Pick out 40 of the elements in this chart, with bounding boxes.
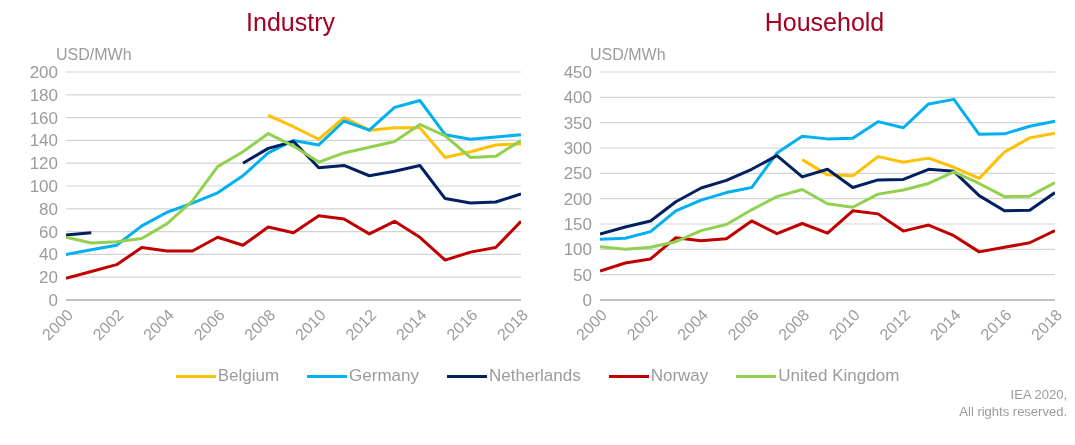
line-series (800, 131, 1055, 180)
y-tick-label: 160 (29, 108, 58, 128)
y-tick-label: 200 (563, 189, 592, 209)
y-tick-label: 20 (39, 268, 58, 288)
y-tick-label: 100 (29, 177, 58, 197)
y-tick-label: 140 (29, 131, 58, 151)
y-tick-label: 60 (39, 222, 58, 242)
y-tick-label: 200 (29, 63, 58, 83)
y-tick-label: 150 (563, 215, 592, 235)
chart-title: Industry (245, 8, 336, 38)
line-series (600, 170, 1055, 251)
y-tick-label: 0 (48, 291, 58, 311)
y-tick-label: 100 (563, 240, 592, 260)
legend-label: Netherlands (489, 366, 581, 386)
legend-label: Germany (349, 366, 420, 386)
line-series (66, 214, 521, 280)
line-series (66, 122, 521, 245)
line-series (600, 97, 1055, 241)
line-series (600, 209, 1055, 273)
legend-label: United Kingdom (778, 366, 900, 386)
legend-label: Belgium (217, 366, 280, 386)
chart-title: Household (763, 8, 886, 38)
y-axis-title: USD/MWh (590, 46, 666, 63)
y-tick-label: 350 (563, 113, 592, 133)
y-axis-title: USD/MWh (56, 46, 132, 63)
y-tick-label: 250 (563, 164, 592, 184)
legend-label: Norway (650, 366, 709, 386)
y-tick-label: 450 (563, 63, 592, 83)
y-tick-label: 120 (29, 154, 58, 174)
y-tick-label: 300 (563, 139, 592, 159)
y-tick-label: 40 (39, 245, 58, 265)
y-tick-label: 400 (563, 88, 592, 108)
y-tick-label: 180 (29, 85, 58, 105)
text: All rights reserved. (958, 403, 1067, 420)
y-tick-label: 50 (573, 265, 592, 285)
y-tick-label: 0 (582, 291, 592, 311)
line-series (66, 99, 521, 256)
y-tick-label: 80 (39, 199, 58, 219)
text: IEA 2020, (1009, 386, 1067, 403)
line-series (600, 154, 1055, 236)
